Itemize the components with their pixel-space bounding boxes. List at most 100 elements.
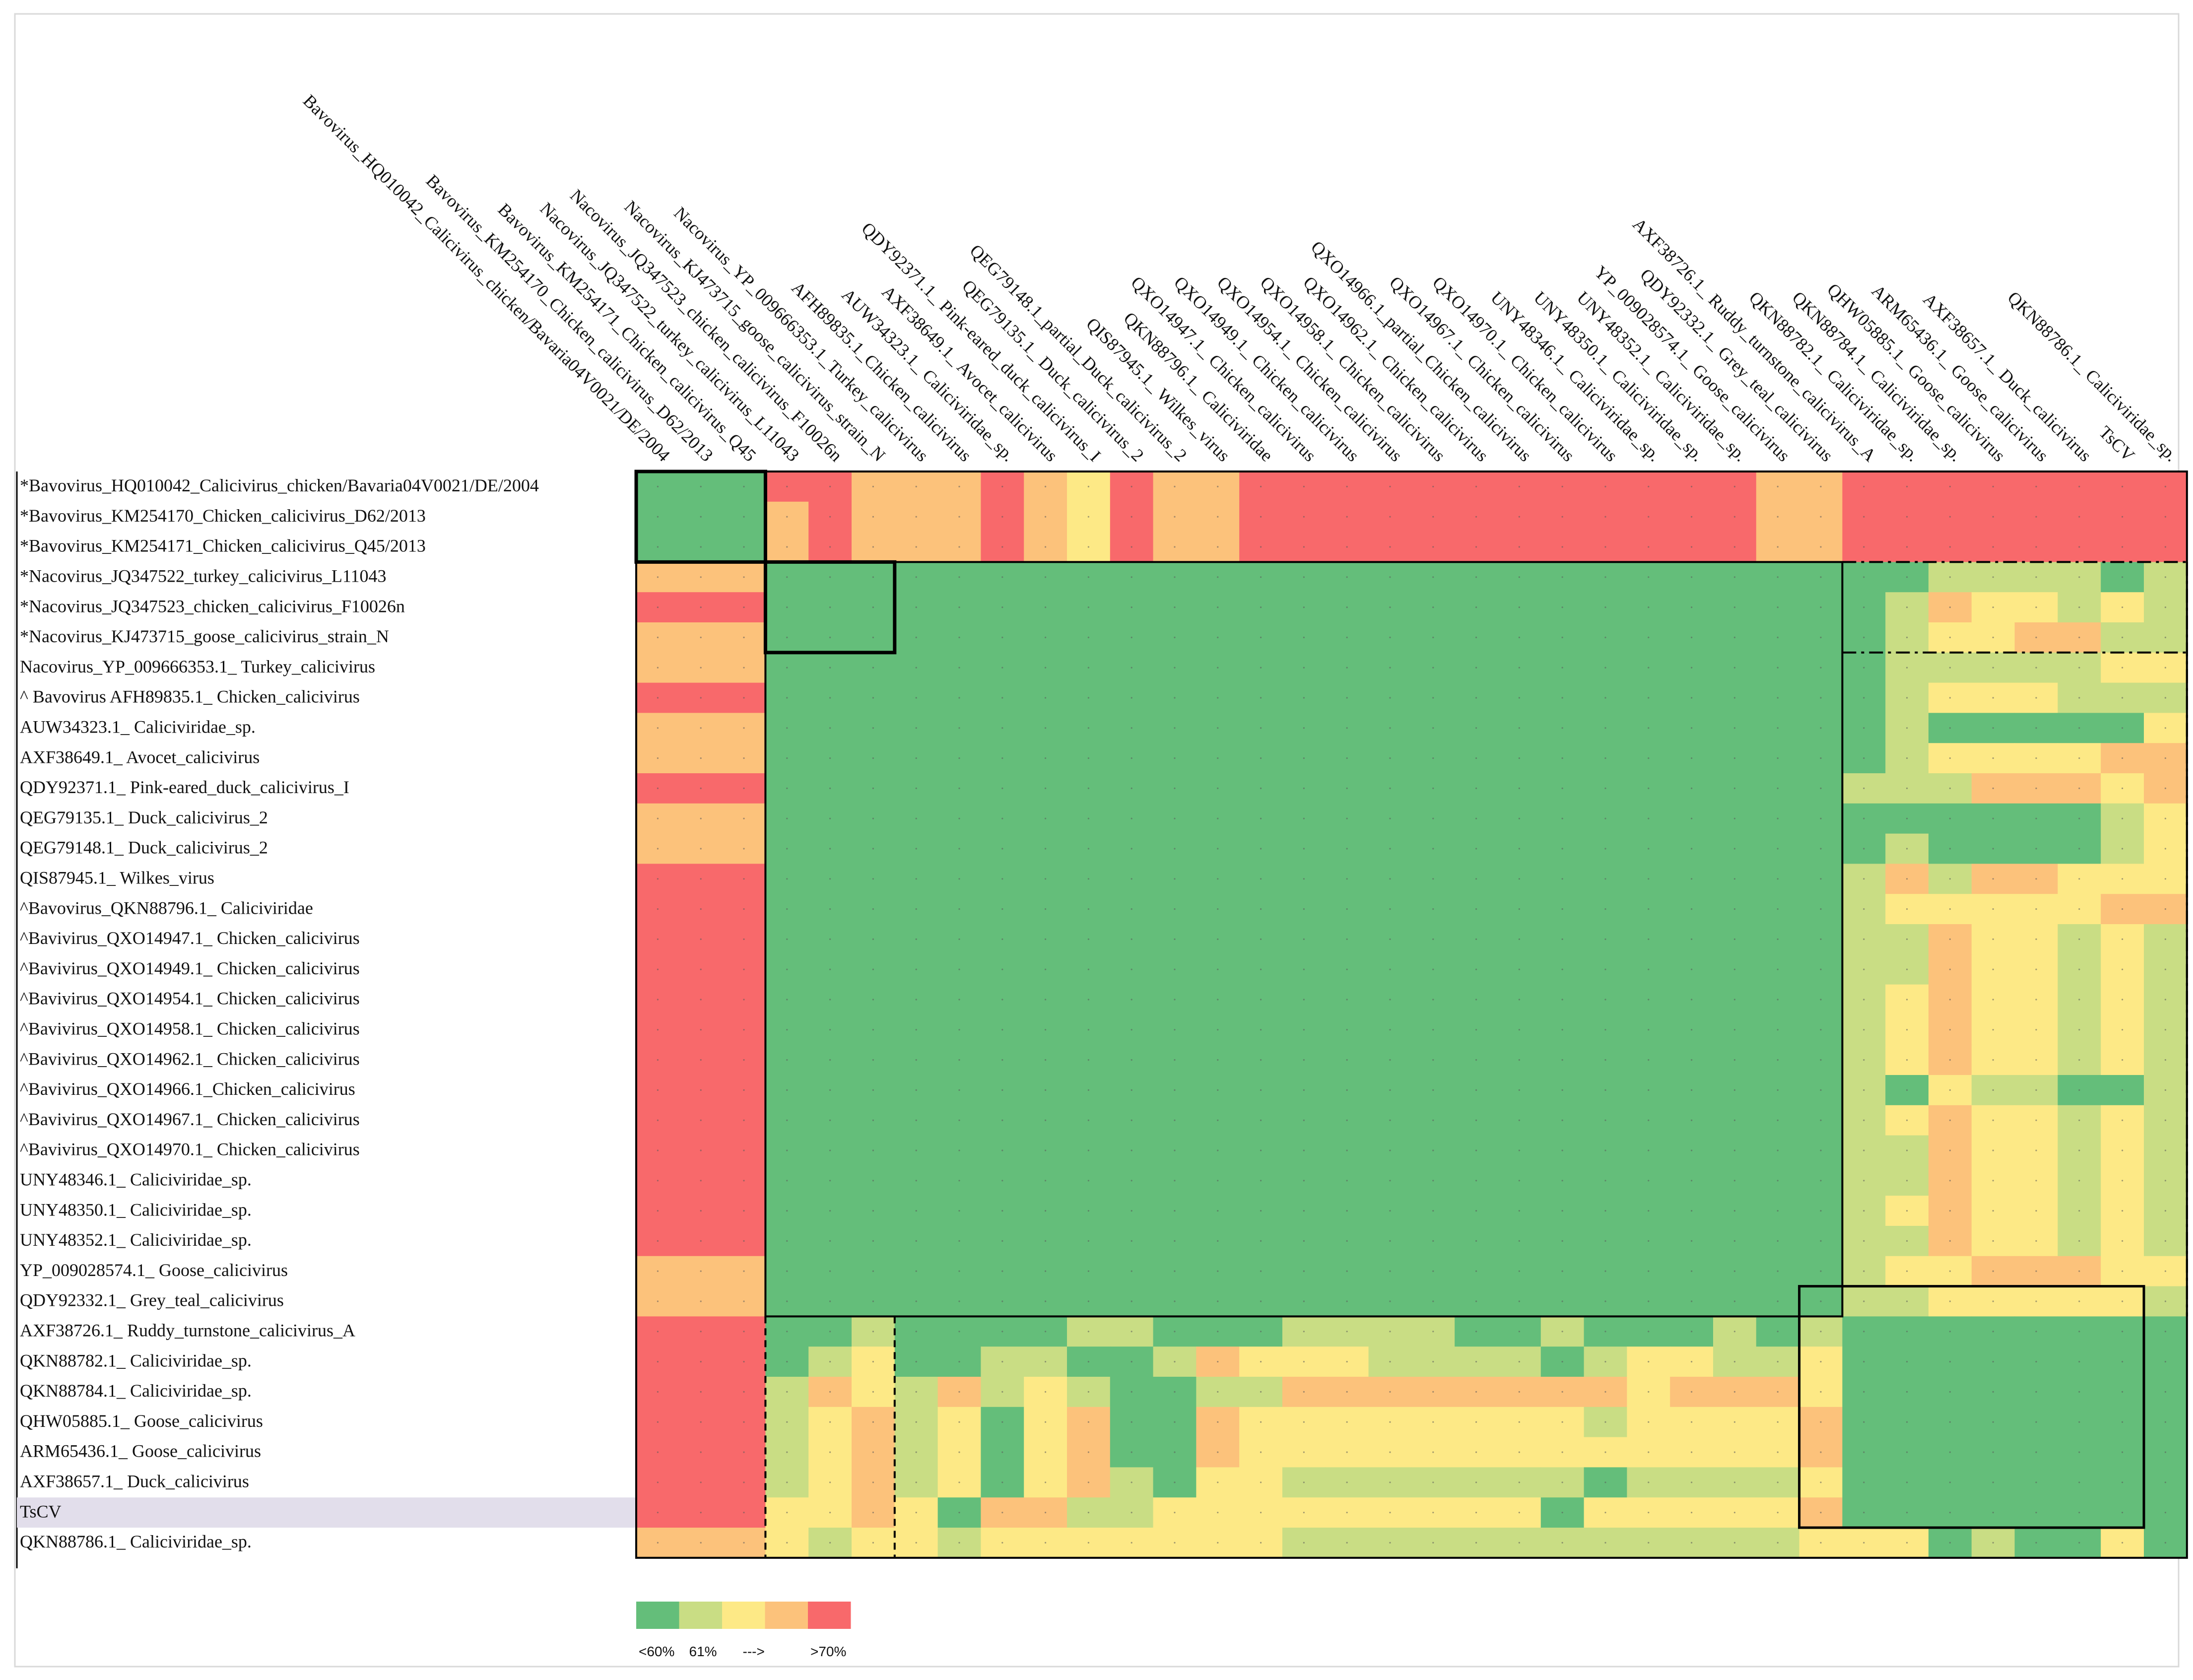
cell-dot — [958, 1029, 960, 1031]
cell-dot — [1217, 546, 1219, 548]
cell-dot — [2164, 1180, 2166, 1182]
cell-dot — [1346, 1331, 1348, 1333]
cell-dot — [1045, 1059, 1047, 1061]
cell-dot — [1475, 757, 1477, 759]
cell-dot — [1992, 1300, 1994, 1302]
cell-dot — [1260, 1421, 1262, 1423]
cell-dot — [1130, 1481, 1132, 1483]
cell-dot — [1475, 908, 1477, 910]
cell-dot — [1906, 1512, 1908, 1514]
cell-dot — [743, 1149, 745, 1151]
cell-dot — [1561, 727, 1563, 729]
cell-dot — [1992, 697, 1994, 699]
cell-dot — [1174, 1119, 1176, 1121]
cell-dot — [1949, 1451, 1951, 1453]
cell-dot — [2122, 848, 2124, 850]
cell-dot — [1045, 968, 1047, 970]
cell-dot — [1863, 1210, 1865, 1212]
cell-dot — [1648, 1481, 1650, 1483]
cell-dot — [1087, 636, 1089, 638]
cell-dot — [1217, 999, 1219, 1001]
cell-dot — [1432, 938, 1434, 940]
cell-dot — [1691, 878, 1693, 880]
cell-dot — [2122, 516, 2124, 518]
cell-dot — [1561, 787, 1563, 789]
cell-dot — [1001, 1512, 1003, 1514]
cell-dot — [1130, 878, 1132, 880]
cell-dot — [1174, 1391, 1176, 1393]
cell-dot — [1432, 727, 1434, 729]
cell-dot — [786, 516, 788, 518]
cell-dot — [915, 757, 917, 759]
cell-dot — [958, 606, 960, 608]
cell-dot — [1648, 1270, 1650, 1272]
cell-dot — [1174, 1240, 1176, 1242]
cell-dot — [1217, 1029, 1219, 1031]
cell-dot — [1045, 576, 1047, 578]
cell-dot — [1777, 938, 1779, 940]
cell-dot — [1087, 1210, 1089, 1212]
row-label: QKN88784.1_ Caliciviridae_sp. — [20, 1381, 252, 1401]
cell-dot — [829, 938, 831, 940]
cell-dot — [1303, 1059, 1305, 1061]
cell-dot — [1777, 1089, 1779, 1091]
cell-dot — [1346, 636, 1348, 638]
cell-dot — [872, 1149, 874, 1151]
cell-dot — [1733, 516, 1735, 518]
cell-dot — [1174, 968, 1176, 970]
cell-dot — [1260, 1391, 1262, 1393]
cell-dot — [1346, 697, 1348, 699]
cell-dot — [1087, 1270, 1089, 1272]
cell-dot — [915, 1542, 917, 1544]
cell-dot — [1949, 1361, 1951, 1363]
cell-dot — [1001, 968, 1003, 970]
cell-dot — [1906, 757, 1908, 759]
cell-dot — [1863, 999, 1865, 1001]
cell-dot — [700, 1149, 702, 1151]
cell-dot — [1604, 606, 1606, 608]
cell-dot — [1820, 1149, 1822, 1151]
cell-dot — [1949, 757, 1951, 759]
cell-dot — [1777, 1059, 1779, 1061]
cell-dot — [2078, 1391, 2080, 1393]
cell-dot — [2078, 546, 2080, 548]
cell-dot — [1217, 908, 1219, 910]
cell-dot — [1174, 546, 1176, 548]
cell-dot — [2078, 1361, 2080, 1363]
cell-dot — [1475, 1270, 1477, 1272]
cell-dot — [1777, 817, 1779, 819]
cell-dot — [958, 516, 960, 518]
cell-dot — [958, 667, 960, 669]
cell-dot — [1863, 1300, 1865, 1302]
cell-dot — [700, 1180, 702, 1182]
cell-dot — [700, 576, 702, 578]
cell-dot — [958, 1119, 960, 1121]
cell-dot — [743, 485, 745, 488]
cell-dot — [1346, 1512, 1348, 1514]
cell-dot — [1691, 1451, 1693, 1453]
cell-dot — [1260, 1059, 1262, 1061]
cell-dot — [1820, 1270, 1822, 1272]
cell-dot — [1949, 1391, 1951, 1393]
cell-dot — [872, 1210, 874, 1212]
cell-dot — [829, 1481, 831, 1483]
cell-dot — [786, 606, 788, 608]
cell-dot — [2164, 817, 2166, 819]
cell-dot — [915, 1119, 917, 1121]
cell-dot — [1949, 697, 1951, 699]
cell-dot — [2078, 516, 2080, 518]
cell-dot — [1561, 1361, 1563, 1363]
cell-dot — [1475, 1331, 1477, 1333]
cell-dot — [786, 667, 788, 669]
cell-dot — [1087, 516, 1089, 518]
cell-dot — [1389, 1149, 1391, 1151]
cell-dot — [1518, 667, 1520, 669]
cell-dot — [1389, 667, 1391, 669]
cell-dot — [1130, 667, 1132, 669]
cell-dot — [2035, 1481, 2037, 1483]
cell-dot — [1604, 1391, 1606, 1393]
cell-dot — [1260, 817, 1262, 819]
cell-dot — [1561, 938, 1563, 940]
cell-dot — [1260, 1542, 1262, 1544]
cell-dot — [915, 636, 917, 638]
